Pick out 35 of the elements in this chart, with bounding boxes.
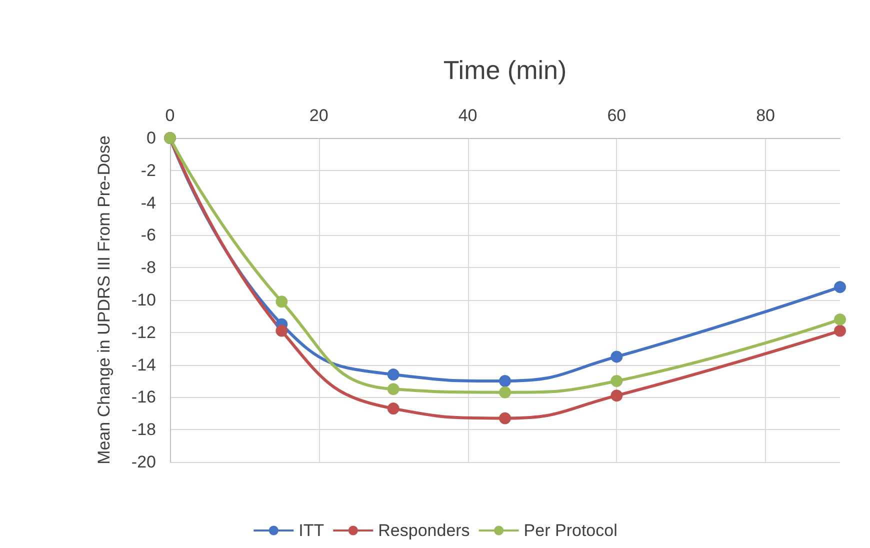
point [834, 313, 846, 326]
point [499, 386, 511, 398]
x-tick-label: 20 [309, 106, 328, 125]
point [834, 281, 846, 294]
x-tick-label: 40 [458, 106, 478, 125]
x-axis-title: Time (min) [443, 55, 567, 85]
point [276, 324, 288, 337]
y-tick-label: -8 [140, 258, 156, 278]
y-tick-label: -14 [131, 355, 156, 374]
y-tick-label: -6 [140, 226, 156, 245]
point [387, 402, 400, 415]
point [610, 375, 623, 387]
y-tick-label: -2 [140, 160, 156, 180]
x-tick-label: 0 [165, 106, 175, 125]
point [387, 368, 400, 381]
y-tick-label: 0 [146, 128, 156, 148]
point [834, 324, 846, 337]
y-tick-label: -10 [131, 290, 156, 310]
y-tick-label: -4 [140, 193, 156, 212]
point [610, 350, 623, 363]
point [276, 296, 288, 308]
point [387, 383, 400, 396]
y-tick-label: -16 [131, 388, 156, 407]
point [499, 375, 511, 387]
x-tick-label: 80 [756, 106, 776, 125]
y-tick-label: -18 [131, 420, 156, 440]
point [499, 412, 511, 424]
legend-label: Per Protocol [524, 521, 618, 540]
point [610, 390, 623, 402]
legend-label: ITT [298, 521, 324, 540]
y-axis-title: Mean Change in UPDRS III From Pre-Dose [94, 136, 114, 464]
y-tick-label: -12 [131, 322, 156, 342]
y-tick-label: -20 [131, 452, 156, 472]
legend-label: Responders [378, 521, 470, 540]
x-tick-label: 60 [607, 106, 626, 125]
